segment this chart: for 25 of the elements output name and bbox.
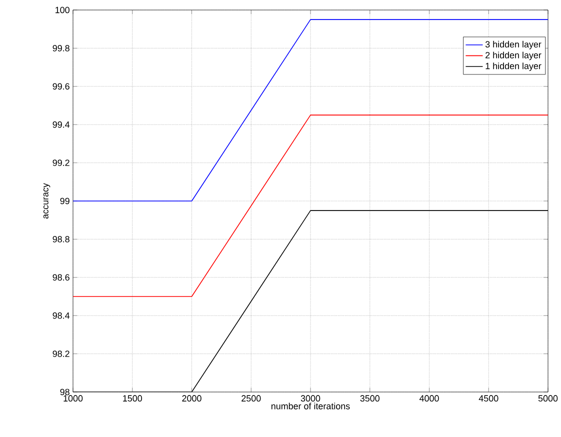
legend-label: 2 hidden layer [486,52,542,60]
y-tick-label: 100 [56,6,70,14]
y-tick-label: 98.4 [52,312,70,319]
y-tick-label: 99.6 [52,83,70,90]
x-tick-label: 3000 [300,395,320,402]
x-axis-title: number of iterations [271,402,350,410]
x-tick-label: 2000 [182,395,202,402]
y-tick-label: 98.8 [52,236,70,242]
legend-label: 3 hidden layer [485,40,542,50]
y-tick-label: 99.4 [52,121,70,128]
x-tick-label: 4500 [478,395,498,402]
y-axis-title: accuracy [43,183,50,219]
y-tick-label: 99.8 [52,45,70,52]
y-tick-label: 99 [60,198,70,204]
y-tick-label: 98.2 [52,350,70,357]
y-tick-label: 98 [60,388,70,396]
x-tick-label: 1000 [64,395,83,402]
x-tick-label: 1500 [123,395,142,402]
y-tick-label: 99.2 [52,160,70,166]
x-tick-label: 4000 [419,395,439,402]
x-tick-label: 2500 [242,395,261,402]
x-tick-label: 3500 [360,395,380,402]
y-tick-label: 98.6 [52,274,70,281]
legend-label: 1 hidden layer [486,62,542,71]
x-tick-label: 5000 [538,395,558,402]
